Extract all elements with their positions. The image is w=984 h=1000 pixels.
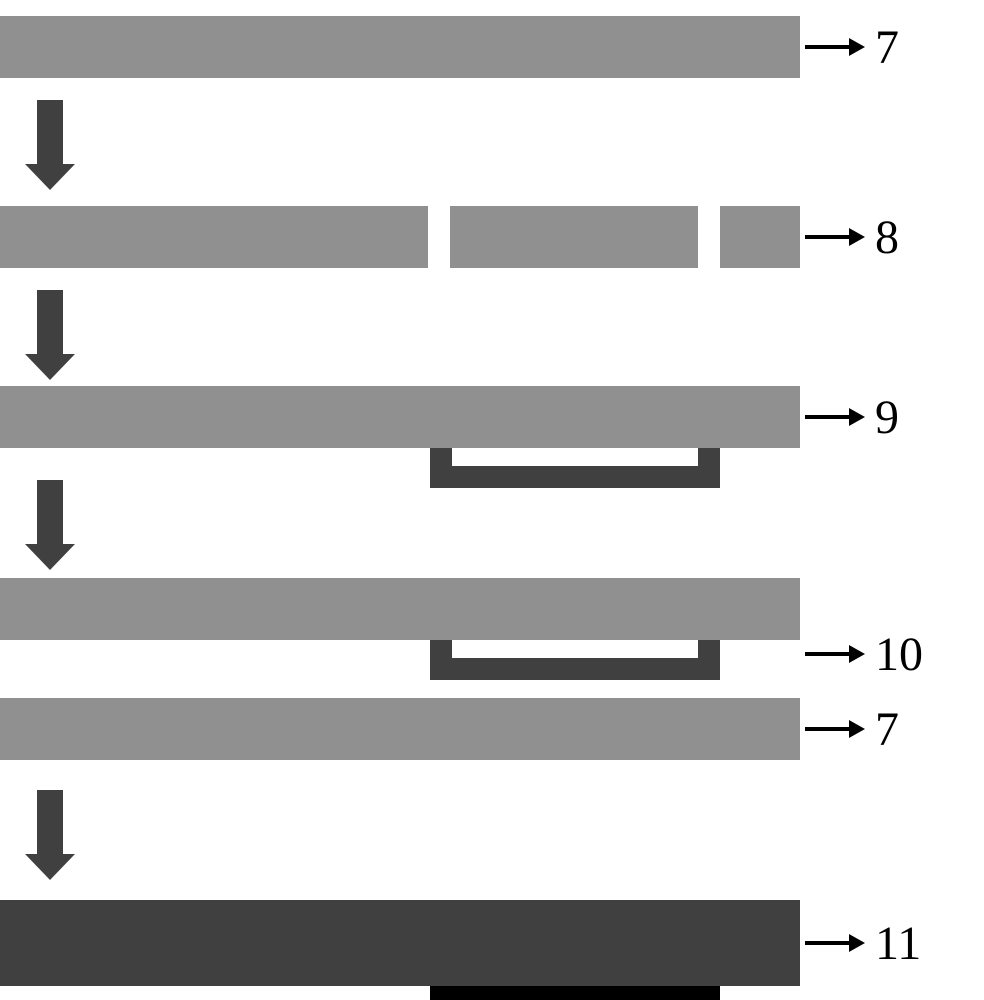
step4_bot-label-arrow-head [849, 720, 865, 738]
step4_top-layer [0, 578, 800, 640]
step4_bot-layer [0, 698, 800, 760]
process-arrow-2-head [25, 544, 75, 570]
step4_bot-label: 7 [875, 706, 899, 754]
step1-label: 7 [875, 24, 899, 72]
step3-layer [0, 386, 800, 448]
process-arrow-0-head [25, 164, 75, 190]
arrow-overlay [0, 0, 984, 1000]
step1-layer [0, 16, 800, 78]
step2-seg1 [450, 206, 698, 268]
process-arrow-3-head [25, 854, 75, 880]
step2-seg0 [0, 206, 428, 268]
step4_top-label: 10 [875, 631, 923, 679]
process-arrow-1-shaft [37, 290, 63, 354]
step4_top-label-arrow-head [849, 645, 865, 663]
step1-label-arrow-head [849, 38, 865, 56]
step5-layer [0, 900, 800, 986]
step3-label: 9 [875, 394, 899, 442]
step5-label-arrow-head [849, 934, 865, 952]
step2-seg-last [720, 206, 800, 268]
step2-label: 8 [875, 214, 899, 262]
process-arrow-3-shaft [37, 790, 63, 854]
process-arrow-2-shaft [37, 480, 63, 544]
step5-label: 11 [875, 920, 921, 968]
process-arrow-0-shaft [37, 100, 63, 164]
process-arrow-1-head [25, 354, 75, 380]
step3-label-arrow-head [849, 408, 865, 426]
diagram-stage: 7 8 9 10 7 11 [0, 0, 984, 1000]
step2-label-arrow-head [849, 228, 865, 246]
